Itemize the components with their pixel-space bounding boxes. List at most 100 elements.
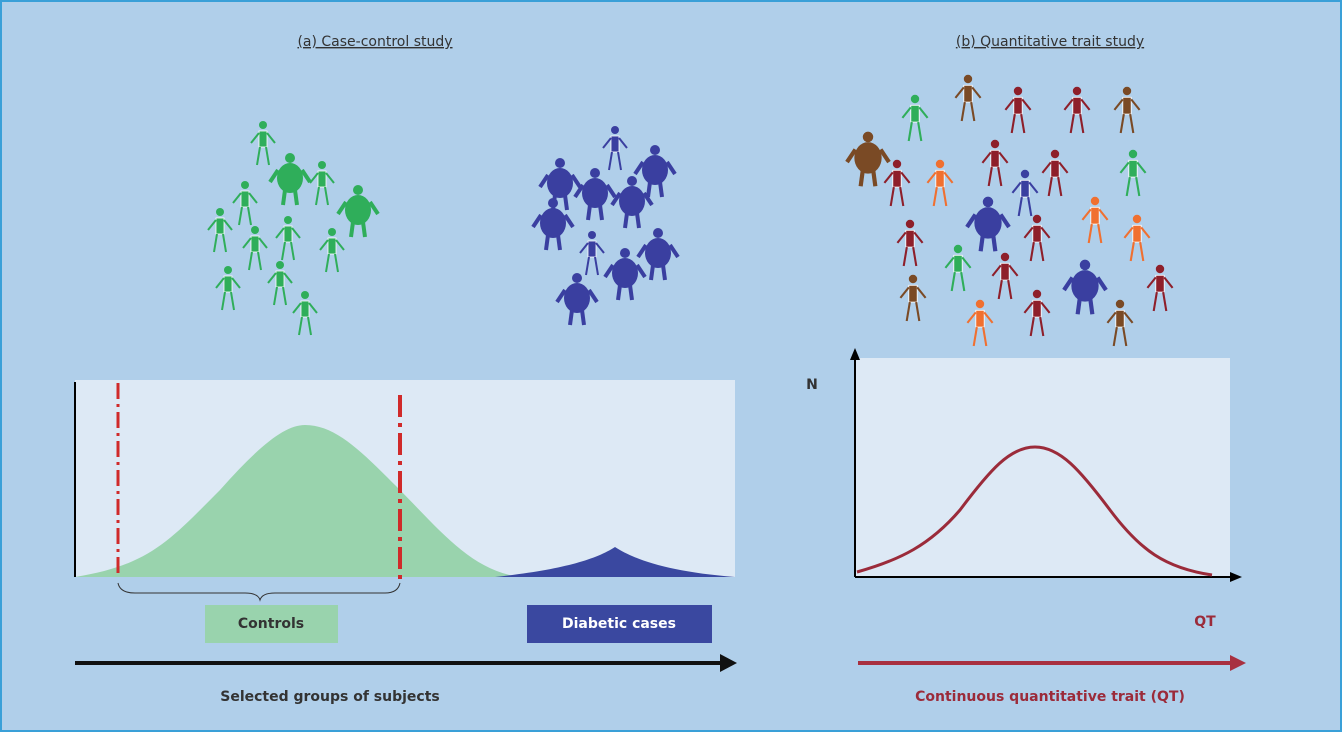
limb — [563, 194, 569, 211]
body — [240, 190, 250, 208]
person — [602, 126, 628, 171]
person — [896, 219, 924, 267]
limb — [1039, 316, 1045, 337]
limb — [902, 246, 908, 267]
cases-distribution — [495, 547, 735, 577]
body — [1020, 179, 1030, 198]
body — [963, 84, 973, 103]
body — [1122, 96, 1132, 115]
limb — [991, 264, 1002, 277]
limb — [1080, 98, 1091, 111]
limb — [585, 256, 590, 276]
person — [1113, 86, 1141, 134]
body — [327, 237, 337, 255]
cases-label: Diabetic cases — [562, 616, 676, 632]
limb — [595, 242, 605, 254]
limb — [586, 204, 592, 221]
limb — [635, 212, 641, 229]
limb — [1119, 161, 1130, 174]
head — [285, 153, 295, 163]
limb — [899, 286, 910, 299]
limb — [1023, 301, 1034, 314]
head — [982, 196, 994, 208]
person — [1106, 299, 1134, 347]
body — [974, 207, 1002, 239]
limb — [335, 239, 345, 251]
limb — [901, 106, 912, 119]
head — [653, 228, 663, 238]
brace — [117, 582, 401, 602]
limb — [916, 286, 927, 299]
limb — [1125, 176, 1131, 197]
limb — [1106, 311, 1117, 324]
limb — [283, 272, 293, 284]
head — [935, 159, 945, 169]
limb — [598, 204, 604, 221]
head — [650, 145, 660, 155]
body — [1090, 206, 1100, 225]
limb — [1023, 226, 1034, 239]
person — [250, 121, 276, 166]
limb — [247, 206, 252, 226]
body — [1132, 224, 1142, 243]
limb — [661, 264, 667, 281]
limb — [1040, 226, 1051, 239]
qt-distribution — [856, 445, 1213, 577]
person — [232, 181, 258, 226]
limb — [1017, 196, 1023, 217]
body — [582, 178, 608, 208]
limb — [231, 277, 241, 289]
body — [612, 258, 638, 288]
body — [619, 186, 645, 216]
limb — [266, 132, 276, 144]
limb — [207, 219, 217, 231]
person — [268, 153, 312, 206]
limb — [971, 86, 982, 99]
person — [267, 261, 293, 306]
limb — [307, 316, 312, 336]
body — [1000, 262, 1010, 281]
body — [300, 300, 310, 318]
limb — [610, 191, 622, 207]
body — [1050, 159, 1060, 178]
limb — [1123, 311, 1134, 324]
limb — [918, 106, 929, 119]
limb — [1069, 113, 1075, 134]
limb — [943, 171, 954, 184]
controls-distribution — [75, 425, 520, 577]
head — [224, 266, 232, 274]
limb — [954, 86, 965, 99]
head — [1013, 86, 1023, 96]
limb — [636, 243, 648, 259]
limb — [1122, 326, 1128, 347]
limb — [997, 279, 1003, 300]
body — [587, 240, 597, 258]
limb — [1095, 276, 1108, 292]
body — [953, 254, 963, 273]
limb — [281, 241, 286, 261]
limb — [1008, 264, 1019, 277]
limb — [1047, 176, 1053, 197]
limb — [257, 251, 262, 271]
limb — [896, 231, 907, 244]
limb — [298, 316, 303, 336]
person — [603, 248, 647, 301]
body — [1115, 309, 1125, 328]
head — [1115, 299, 1125, 309]
limb — [1130, 98, 1141, 111]
person — [1023, 214, 1051, 262]
limb — [950, 271, 956, 292]
head — [620, 248, 630, 258]
person — [1004, 86, 1032, 134]
limb — [361, 221, 367, 238]
limb — [222, 233, 227, 253]
limb — [1057, 176, 1063, 197]
person — [531, 198, 575, 251]
body — [250, 235, 260, 253]
head — [1000, 252, 1010, 262]
body — [345, 195, 371, 225]
limb — [932, 186, 938, 207]
limb — [942, 186, 948, 207]
head — [276, 261, 284, 269]
